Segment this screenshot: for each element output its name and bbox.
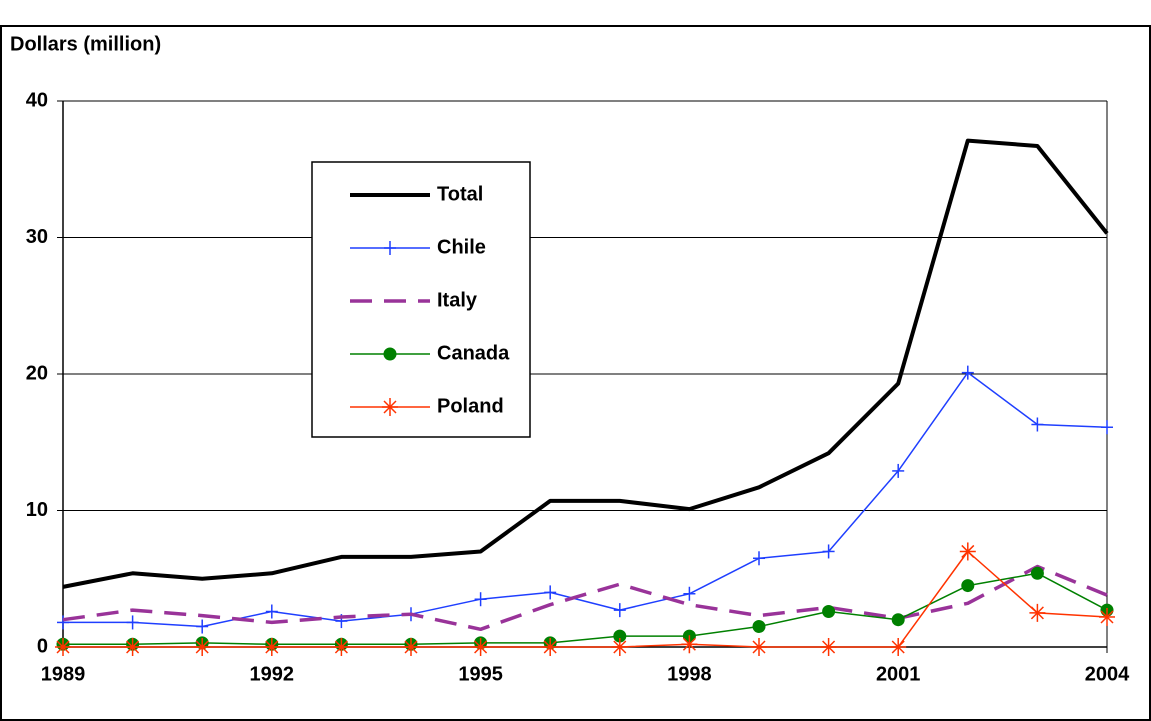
- marker-stroke: [195, 640, 209, 654]
- marker: [383, 347, 397, 361]
- marker: [681, 635, 698, 654]
- marker: [57, 615, 69, 630]
- marker-stroke: [752, 640, 766, 654]
- marker: [613, 603, 626, 618]
- marker: [611, 638, 628, 656]
- marker-stroke: [613, 640, 627, 654]
- y-axis-label: Dollars (million): [10, 33, 161, 55]
- x-tick-label: 2004: [1085, 663, 1130, 685]
- marker-dot: [822, 605, 836, 619]
- marker: [382, 398, 398, 416]
- marker: [126, 615, 139, 630]
- marker: [961, 579, 975, 593]
- marker: [55, 638, 71, 656]
- marker: [265, 604, 278, 619]
- marker-stroke: [383, 400, 397, 414]
- marker: [542, 638, 559, 656]
- y-tick-label: 10: [26, 499, 48, 521]
- legend-label: Total: [437, 183, 483, 205]
- marker-stroke: [404, 640, 418, 654]
- marker-stroke: [682, 637, 696, 651]
- marker-dot: [961, 579, 975, 593]
- marker: [263, 638, 280, 656]
- series-line: [63, 550, 1108, 648]
- marker: [124, 638, 141, 656]
- marker: [333, 638, 350, 656]
- x-tick-label: 2001: [876, 663, 921, 685]
- marker-stroke: [126, 640, 140, 654]
- marker: [1030, 566, 1044, 580]
- marker: [892, 463, 905, 478]
- marker: [384, 241, 396, 255]
- marker: [196, 619, 209, 634]
- marker-dot: [891, 613, 905, 627]
- series-line: [63, 572, 1108, 646]
- marker: [544, 585, 557, 600]
- marker: [472, 638, 489, 656]
- marker-dot: [383, 347, 397, 361]
- y-tick-label: 30: [26, 226, 48, 248]
- marker-stroke: [822, 640, 836, 654]
- marker: [820, 638, 837, 656]
- marker-stroke: [474, 640, 488, 654]
- chart-frame: [0, 25, 1151, 721]
- marker: [959, 542, 976, 561]
- marker-dot: [752, 620, 766, 634]
- marker: [822, 605, 836, 619]
- marker: [474, 592, 487, 607]
- marker: [194, 638, 211, 656]
- marker: [752, 620, 766, 634]
- marker: [751, 638, 767, 656]
- legend-label: Poland: [437, 395, 504, 417]
- marker-dot: [1030, 566, 1044, 580]
- series-line: [62, 138, 1109, 589]
- marker: [683, 586, 696, 601]
- marker: [753, 551, 765, 566]
- series-line: [62, 564, 1108, 632]
- marker: [403, 638, 419, 656]
- marker: [1099, 607, 1115, 626]
- marker-stroke: [543, 640, 557, 654]
- x-tick-label: 1995: [458, 663, 503, 685]
- y-tick-label: 0: [37, 635, 48, 657]
- x-tick-label: 1989: [41, 663, 86, 685]
- marker-stroke: [334, 640, 348, 654]
- marker-stroke: [891, 640, 905, 654]
- marker-stroke: [265, 640, 279, 654]
- marker: [1029, 603, 1046, 622]
- x-tick-label: 1992: [250, 663, 295, 685]
- y-tick-label: 20: [26, 362, 48, 384]
- marker: [890, 638, 907, 656]
- x-tick-label: 1998: [667, 663, 712, 685]
- marker: [1031, 417, 1044, 432]
- marker: [822, 544, 835, 559]
- marker-stroke: [961, 544, 975, 558]
- marker: [961, 365, 974, 380]
- marker-stroke: [1100, 610, 1114, 624]
- legend-label: Italy: [437, 289, 478, 311]
- legend-label: Chile: [437, 236, 486, 258]
- marker-stroke: [1030, 606, 1044, 620]
- marker: [1101, 420, 1113, 435]
- marker-stroke: [56, 640, 70, 654]
- y-tick-label: 40: [26, 89, 48, 111]
- legend-label: Canada: [437, 342, 510, 364]
- marker: [891, 613, 905, 627]
